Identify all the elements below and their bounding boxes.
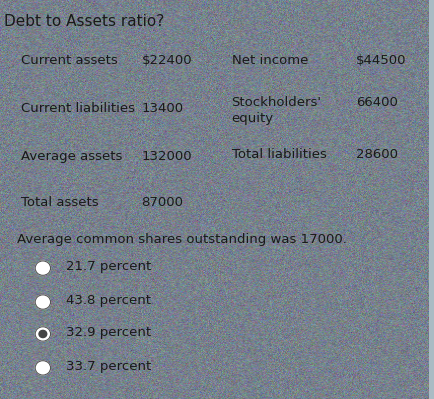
Text: $44500: $44500 xyxy=(355,54,405,67)
Text: Current liabilities: Current liabilities xyxy=(21,102,135,115)
Text: 32.9 percent: 32.9 percent xyxy=(66,326,151,339)
Text: Stockholders'
equity: Stockholders' equity xyxy=(231,96,321,125)
Text: 87000: 87000 xyxy=(141,196,183,209)
Text: 43.8 percent: 43.8 percent xyxy=(66,294,151,307)
Circle shape xyxy=(39,330,46,338)
Circle shape xyxy=(35,261,50,275)
Text: Average common shares outstanding was 17000.: Average common shares outstanding was 17… xyxy=(17,233,346,247)
Text: 132000: 132000 xyxy=(141,150,192,163)
Circle shape xyxy=(35,327,50,341)
Circle shape xyxy=(35,295,50,309)
Text: 33.7 percent: 33.7 percent xyxy=(66,360,151,373)
Text: 13400: 13400 xyxy=(141,102,183,115)
Text: 66400: 66400 xyxy=(355,96,397,109)
Text: 28600: 28600 xyxy=(355,148,397,161)
Text: 21.7 percent: 21.7 percent xyxy=(66,260,151,273)
Text: Total assets: Total assets xyxy=(21,196,99,209)
Text: Net income: Net income xyxy=(231,54,307,67)
Text: $22400: $22400 xyxy=(141,54,192,67)
Text: Current assets: Current assets xyxy=(21,54,118,67)
Text: Total liabilities: Total liabilities xyxy=(231,148,326,161)
Circle shape xyxy=(35,361,50,375)
Text: Average assets: Average assets xyxy=(21,150,122,163)
Text: Debt to Assets ratio?: Debt to Assets ratio? xyxy=(4,14,164,29)
